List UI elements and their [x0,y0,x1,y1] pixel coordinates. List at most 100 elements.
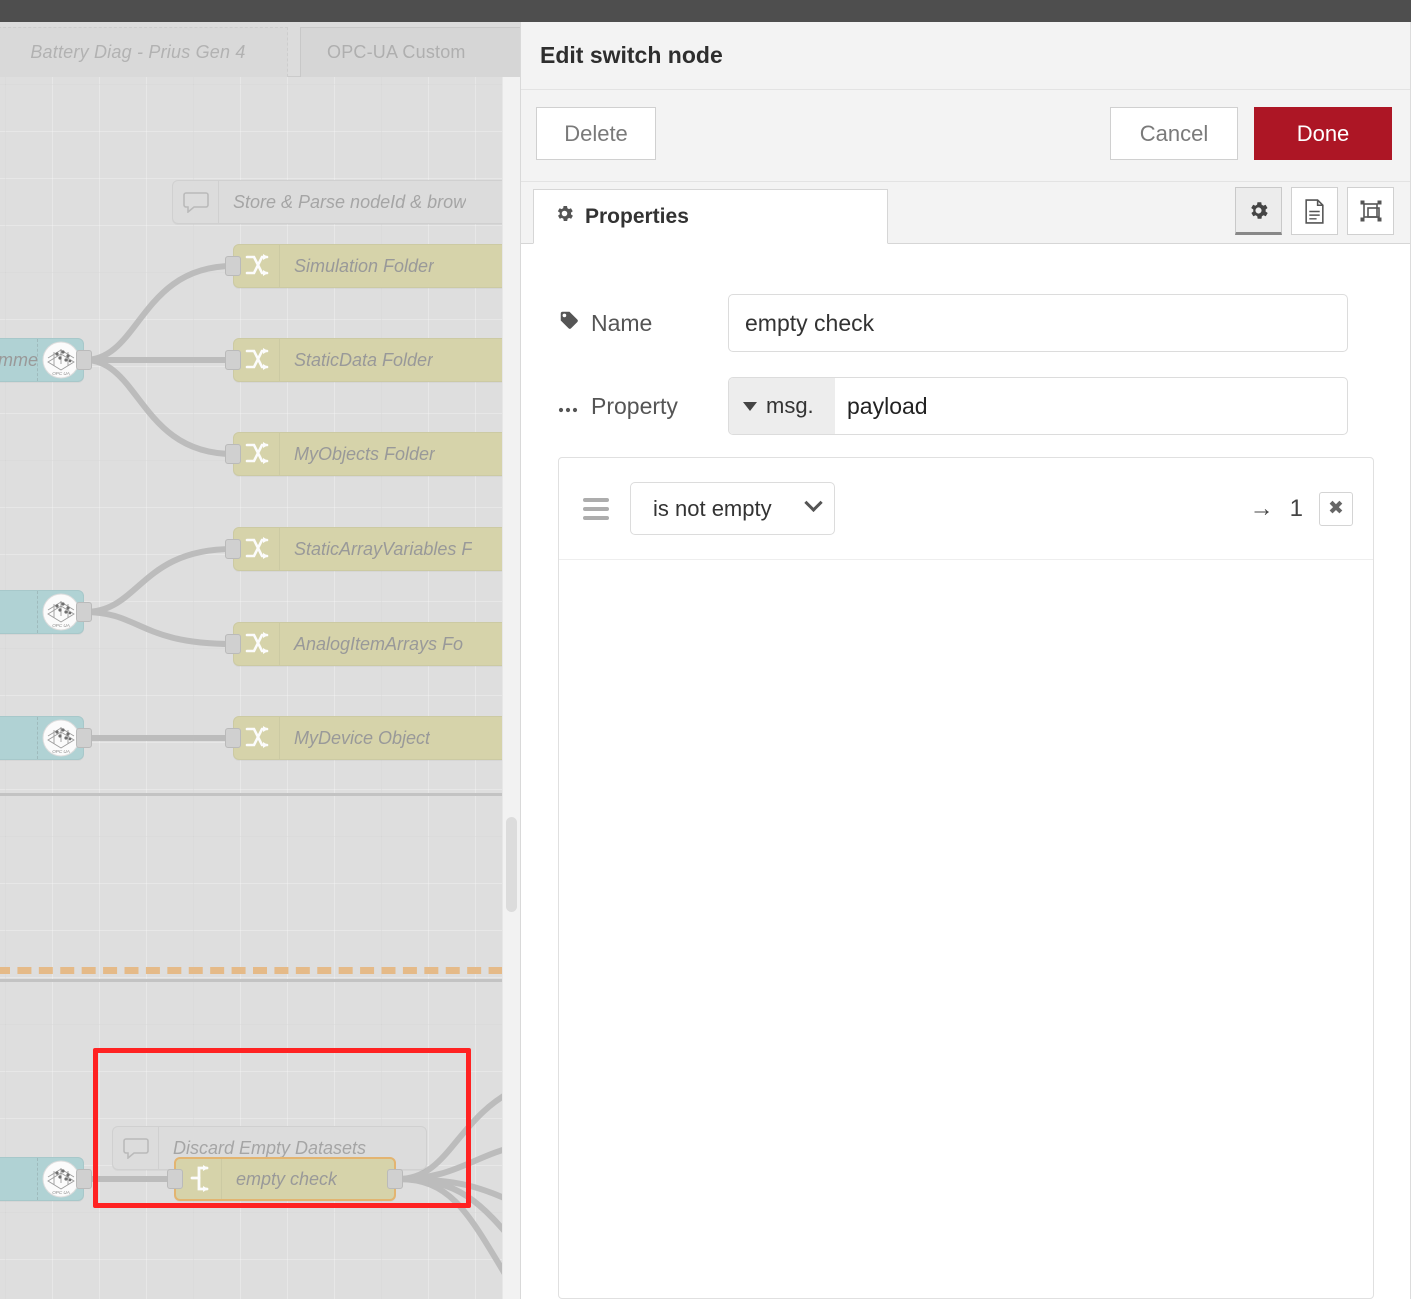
node-input-port[interactable] [225,350,241,370]
opcua-icon: OPC UA [37,1158,83,1200]
dialog-body: Name empty check Property [521,244,1411,1299]
tab-properties[interactable]: Properties [533,189,888,244]
edit-switch-node-dialog: Edit switch node Delete Cancel Done Prop… [520,22,1411,1299]
function-node-label: MyObjects Folder [294,443,436,464]
switch-icon [234,433,280,475]
rule-delete-button[interactable]: ✖ [1319,491,1353,526]
name-label-group: Name [558,309,728,337]
name-input[interactable]: empty check [728,294,1348,352]
caret-down-icon [743,401,757,411]
function-node-staticdata-folder[interactable]: StaticData Folder [225,338,520,382]
tab-properties-label: Properties [585,204,689,228]
flow-tab-label: Battery Diag - Prius Gen 4 [30,42,246,62]
flow-tab-bar: Battery Diag - Prius Gen 4 OPC-UA Custom [0,22,520,77]
flow-editor: Battery Diag - Prius Gen 4 OPC-UA Custom [0,22,520,1299]
svg-text:OPC UA: OPC UA [52,371,70,376]
node-input-port[interactable] [225,444,241,464]
tag-icon [558,309,580,337]
flow-canvas[interactable]: Store & Parse nodeId & brow comment [0,77,520,1299]
node-description-icon[interactable] [1291,187,1338,235]
function-node-staticarrayvariables-folder[interactable]: StaticArrayVariables F [225,527,520,571]
done-button[interactable]: Done [1254,107,1392,160]
switch-icon [234,528,280,570]
function-node-label: StaticData Folder [294,349,434,370]
property-typed-input[interactable]: msg. payload [728,377,1348,435]
node-settings-icon[interactable] [1235,187,1282,235]
opcua-node-browser-1[interactable]: comment OPC U [0,338,92,382]
dialog-tab-bar: Properties [521,182,1411,244]
node-input-port[interactable] [225,539,241,559]
property-type-selector[interactable]: msg. [729,378,835,434]
dialog-title: Edit switch node [521,22,1411,90]
rule-output-group: → 1 ✖ [1249,491,1353,526]
comment-icon [173,181,219,223]
flow-tab-opcua-custom[interactable]: OPC-UA Custom [300,27,520,77]
node-output-port[interactable] [387,1169,403,1189]
comment-node-store-parse[interactable]: Store & Parse nodeId & brow [172,180,520,224]
node-output-port[interactable] [76,1169,92,1189]
rule-output-arrow-icon: → [1249,494,1274,522]
property-label: Property [591,392,678,419]
switch-node-empty-check[interactable]: empty check [167,1157,403,1201]
node-input-port[interactable] [225,728,241,748]
ellipsis-icon [558,393,580,420]
comment-node-label: Store & Parse nodeId & brow [233,191,467,212]
function-node-label: AnalogItemArrays Fo [294,633,464,654]
node-output-port[interactable] [76,602,92,622]
node-input-port[interactable] [167,1169,183,1189]
group-separator-top [0,793,520,796]
function-node-label: Simulation Folder [294,255,435,276]
rule-row: is not empty → 1 ✖ [559,458,1373,560]
function-node-mydevice-object[interactable]: MyDevice Object [225,716,520,760]
svg-text:OPC UA: OPC UA [52,749,70,754]
flow-tab-label: OPC-UA Custom [327,42,466,62]
function-node-label: MyDevice Object [294,727,431,748]
property-row: Property msg. payload [558,377,1348,435]
dialog-action-bar: Delete Cancel Done [521,90,1411,182]
node-appearance-icon[interactable] [1347,187,1394,235]
comment-icon [113,1127,159,1169]
cancel-button[interactable]: Cancel [1110,107,1238,160]
svg-text:OPC UA: OPC UA [52,1190,70,1195]
switch-icon [234,717,280,759]
opcua-node-browser-3[interactable]: er OPC UA [0,716,92,760]
switch-icon [234,623,280,665]
application-header-bar [0,0,1411,22]
opcua-node-label: comment [0,349,37,370]
rules-container: is not empty → 1 ✖ [558,457,1374,1299]
function-node-simulation-folder[interactable]: Simulation Folder [225,244,520,288]
opcua-node-browser-2[interactable]: er OPC UA [0,590,92,634]
node-input-port[interactable] [225,634,241,654]
function-node-analogitemarrays-folder[interactable]: AnalogItemArrays Fo [225,622,520,666]
gear-icon [554,203,575,230]
opcua-node-browser-4[interactable]: er OPC UA [0,1157,92,1201]
canvas-scrollbar-thumb[interactable] [506,817,517,912]
name-label: Name [591,309,653,336]
rule-drag-handle-icon[interactable] [583,497,609,520]
group-boundary-dashed [0,967,520,974]
switch-node-label: empty check [236,1168,338,1189]
opcua-icon: OPC UA [37,717,83,759]
opcua-icon: OPC UA [37,339,83,381]
comment-node-label: Discard Empty Datasets [173,1137,367,1158]
rule-operator-select[interactable]: is not empty [630,482,835,535]
chevron-down-icon [804,493,823,513]
property-value-input[interactable]: payload [847,392,928,419]
delete-button[interactable]: Delete [536,107,656,160]
switch-icon [176,1159,222,1199]
name-row: Name empty check [558,294,1348,352]
function-node-label: StaticArrayVariables F [294,538,473,559]
node-input-port[interactable] [225,256,241,276]
svg-text:OPC UA: OPC UA [52,623,70,628]
switch-icon [234,339,280,381]
property-type-label: msg. [766,393,814,418]
node-output-port[interactable] [76,350,92,370]
function-node-myobjects-folder[interactable]: MyObjects Folder [225,432,520,476]
switch-icon [234,245,280,287]
rule-operator-label: is not empty [653,495,772,521]
flow-tab-battery-diag[interactable]: Battery Diag - Prius Gen 4 [0,27,288,77]
node-output-port[interactable] [76,728,92,748]
rule-output-number: 1 [1289,494,1303,522]
canvas-vertical-scrollbar[interactable] [502,77,520,1299]
